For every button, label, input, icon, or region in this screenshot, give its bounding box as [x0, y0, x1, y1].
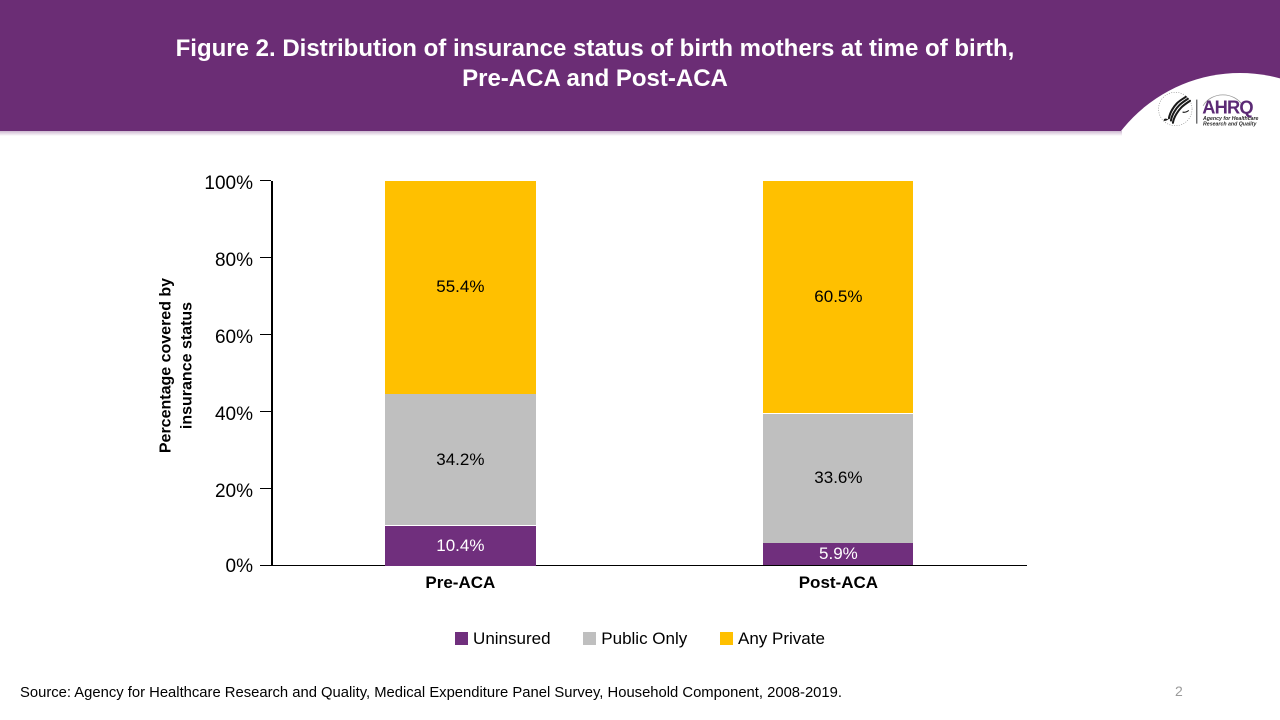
svg-text:AHRQ: AHRQ: [1202, 97, 1253, 118]
svg-text:Research and Quality: Research and Quality: [1203, 121, 1257, 127]
